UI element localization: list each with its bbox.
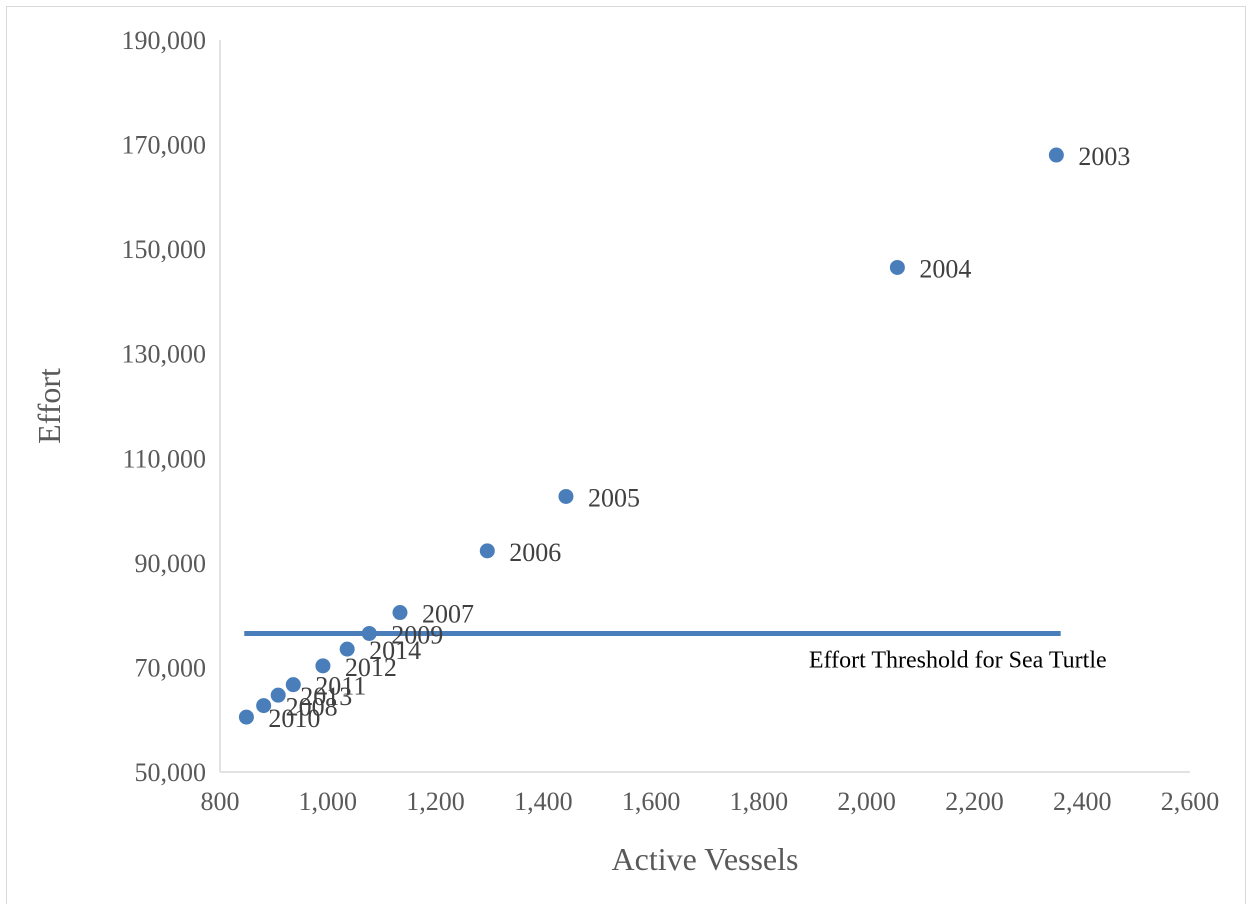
data-point (256, 698, 272, 714)
y-tick-label: 70,000 (135, 653, 207, 682)
data-label: 2003 (1078, 142, 1130, 171)
data-label: 2006 (509, 538, 561, 567)
threshold-label: Effort Threshold for Sea Turtle (809, 647, 1107, 673)
x-tick-label: 1,600 (622, 787, 681, 816)
data-point (392, 605, 408, 621)
x-tick-label: 1,400 (514, 787, 573, 816)
x-tick-label: 1,000 (299, 787, 358, 816)
data-point (315, 658, 331, 674)
data-point (339, 641, 355, 657)
y-tick-label: 190,000 (122, 26, 207, 55)
x-tick-label: 800 (201, 787, 240, 816)
x-axis-title: Active Vessels (612, 841, 799, 877)
x-tick-label: 2,600 (1161, 787, 1220, 816)
data-label: 2014 (369, 636, 421, 665)
x-tick-label: 1,800 (730, 787, 789, 816)
y-tick-label: 130,000 (122, 340, 207, 369)
data-label: 2011 (315, 672, 366, 701)
y-tick-label: 90,000 (135, 549, 207, 578)
data-point (238, 709, 254, 725)
x-tick-label: 1,200 (406, 787, 465, 816)
x-tick-label: 2,000 (837, 787, 896, 816)
data-label: 2005 (588, 483, 640, 512)
y-tick-label: 150,000 (122, 235, 207, 264)
x-tick-label: 2,200 (945, 787, 1004, 816)
data-label: 2010 (268, 704, 320, 733)
y-axis-title: Effort (31, 368, 67, 444)
data-label: 2004 (919, 254, 971, 283)
y-tick-label: 110,000 (122, 444, 206, 473)
y-axis-ticks: 50,000 70,000 90,000 110,000 130,000 150,000 1… (122, 26, 207, 787)
data-point (270, 687, 286, 703)
data-label: 2013 (300, 682, 352, 711)
data-point (479, 543, 495, 559)
data-label: 2008 (286, 693, 338, 722)
x-axis-ticks: 800 1,000 1,200 1,400 1,600 1,800 2,000 2,200 2,… (201, 787, 1220, 816)
y-tick-label: 50,000 (135, 758, 207, 787)
data-label: 2009 (391, 620, 443, 649)
chart-frame (6, 6, 1246, 904)
data-point (558, 488, 574, 504)
data-point (889, 259, 905, 275)
data-points: 2003 2004 2005 2006 200720092014201220112013… (238, 142, 1130, 733)
data-point (285, 677, 301, 693)
x-tick-label: 2,400 (1053, 787, 1112, 816)
data-label: 2012 (345, 653, 397, 682)
data-point (1048, 147, 1064, 163)
data-point (361, 625, 377, 641)
data-label: 2007 (422, 600, 474, 629)
y-tick-label: 170,000 (122, 131, 207, 160)
